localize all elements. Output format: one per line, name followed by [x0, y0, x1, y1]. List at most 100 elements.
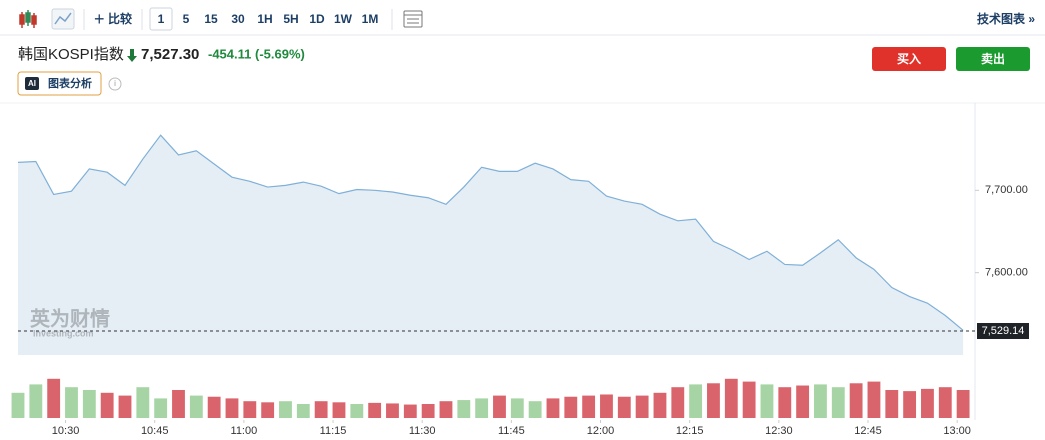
volume-bar: [261, 402, 275, 418]
volume-bar: [760, 384, 774, 418]
volume-bar: [653, 392, 667, 418]
compare-button[interactable]: 比较: [108, 11, 132, 26]
interval-button[interactable]: 1W: [334, 12, 353, 26]
interval-button[interactable]: 30: [231, 12, 245, 26]
x-tick-label: 10:45: [141, 425, 169, 437]
volume-bar: [225, 398, 239, 418]
interval-button[interactable]: 1D: [309, 12, 325, 26]
x-tick-label: 11:30: [409, 425, 436, 437]
sell-button[interactable]: 卖出: [956, 47, 1030, 71]
down-arrow: [127, 49, 137, 62]
volume-bar: [921, 388, 934, 418]
watermark: 英为财情: [30, 306, 110, 330]
volume-bar: [671, 387, 685, 418]
volume-bar: [831, 387, 845, 418]
volume-bar: [439, 401, 453, 418]
ai-label[interactable]: 图表分析: [48, 76, 92, 90]
volume-bar: [29, 384, 43, 418]
volume-bar: [742, 381, 756, 418]
volume-bar: [189, 395, 203, 418]
volume-bar: [368, 402, 382, 418]
volume-bar: [314, 401, 328, 418]
volume-bar: [332, 402, 346, 418]
volume-bar: [11, 392, 25, 418]
volume-bar: [65, 387, 78, 418]
info-icon[interactable]: [108, 77, 122, 91]
volume-bar: [564, 396, 578, 418]
sell-label[interactable]: 卖出: [981, 51, 1005, 66]
x-tick-label: 11:15: [320, 425, 347, 437]
volume-bar: [100, 392, 114, 418]
volume-bar: [867, 381, 881, 418]
volume-bar: [243, 401, 257, 418]
interval-button[interactable]: 15: [204, 12, 218, 26]
last-price-box: [977, 323, 1029, 340]
x-tick-label: 12:30: [765, 425, 793, 437]
x-tick-label: 11:45: [498, 425, 525, 437]
volume-bar: [403, 404, 417, 418]
selected-interval: [149, 7, 173, 31]
candle-icon[interactable]: [19, 10, 37, 28]
volume-bar: [778, 387, 792, 418]
volume-bar: [350, 404, 364, 418]
volume-bar: [707, 383, 720, 418]
buy-label[interactable]: 买入: [897, 52, 921, 66]
x-tick-label: 12:45: [854, 425, 882, 437]
y-tick-label: 7,600.00: [985, 267, 1028, 279]
area-fill: [18, 135, 964, 355]
interval-button[interactable]: 5H: [283, 12, 298, 26]
volume-bar: [582, 395, 596, 418]
volume-bar: [635, 395, 649, 418]
volume-bar: [903, 391, 917, 418]
ai-badge[interactable]: AI: [28, 79, 36, 88]
x-tick-label: 12:15: [676, 425, 704, 437]
volume-bar: [885, 390, 899, 418]
last-price-label: 7,529.14: [982, 325, 1025, 337]
line-icon[interactable]: [51, 8, 75, 30]
plot: 7,600.00 7,700.00 10:30 10:45 11:00 11:15 11:3…: [11, 134, 1029, 437]
volume-bar: [82, 390, 96, 418]
volume-bar: [118, 395, 132, 418]
volume-bar: [47, 378, 61, 418]
ai-button[interactable]: AI 图表分析: [17, 71, 102, 96]
x-tick-label: 11:00: [231, 425, 258, 437]
volume-bar: [493, 395, 506, 418]
volume-bar: [386, 403, 399, 418]
x-tick-label: 12:00: [587, 425, 615, 437]
volume-bar: [136, 387, 150, 418]
volume-bar: [600, 394, 613, 418]
volume-bar: [154, 398, 168, 418]
volume-bar: [172, 390, 185, 418]
volume-bar: [617, 396, 631, 418]
interval-button[interactable]: 1M: [362, 12, 379, 26]
volume-bar: [207, 396, 221, 418]
volume-bar: [814, 384, 827, 418]
buy-button[interactable]: 买入: [872, 47, 946, 71]
price-line: [17, 134, 964, 331]
y-tick-label: 7,700.00: [985, 184, 1028, 196]
interval-button[interactable]: 1H: [257, 12, 272, 26]
plus-icon[interactable]: +: [94, 9, 105, 29]
volume-bar: [457, 400, 471, 418]
table-icon[interactable]: [403, 10, 423, 28]
volume-bar: [956, 390, 970, 418]
toolbar: + 比较 1 5 15 30 1H 5H 1D 1W 1M 技术图表 »: [0, 7, 1045, 36]
x-tick-label: 10:30: [52, 425, 80, 437]
volume-bar: [296, 404, 310, 418]
volume-bar: [849, 383, 863, 418]
volume-bar: [724, 378, 738, 418]
volume-bar: [546, 398, 560, 418]
technical-link[interactable]: 技术图表 »: [977, 11, 1035, 26]
interval-button[interactable]: 5: [183, 12, 190, 26]
info-icon-glyph: i: [114, 79, 116, 88]
x-tick-label: 13:00: [943, 425, 971, 437]
instrument-name: 韩国KOSPI指数: [18, 46, 124, 63]
price: 7,527.30: [141, 46, 199, 63]
volume-bar: [689, 384, 703, 418]
volume-bar: [796, 385, 810, 418]
interval-button[interactable]: 1: [158, 12, 165, 26]
volume-bar: [421, 404, 435, 418]
volume-bar: [528, 401, 542, 418]
volume-bar: [510, 398, 524, 418]
